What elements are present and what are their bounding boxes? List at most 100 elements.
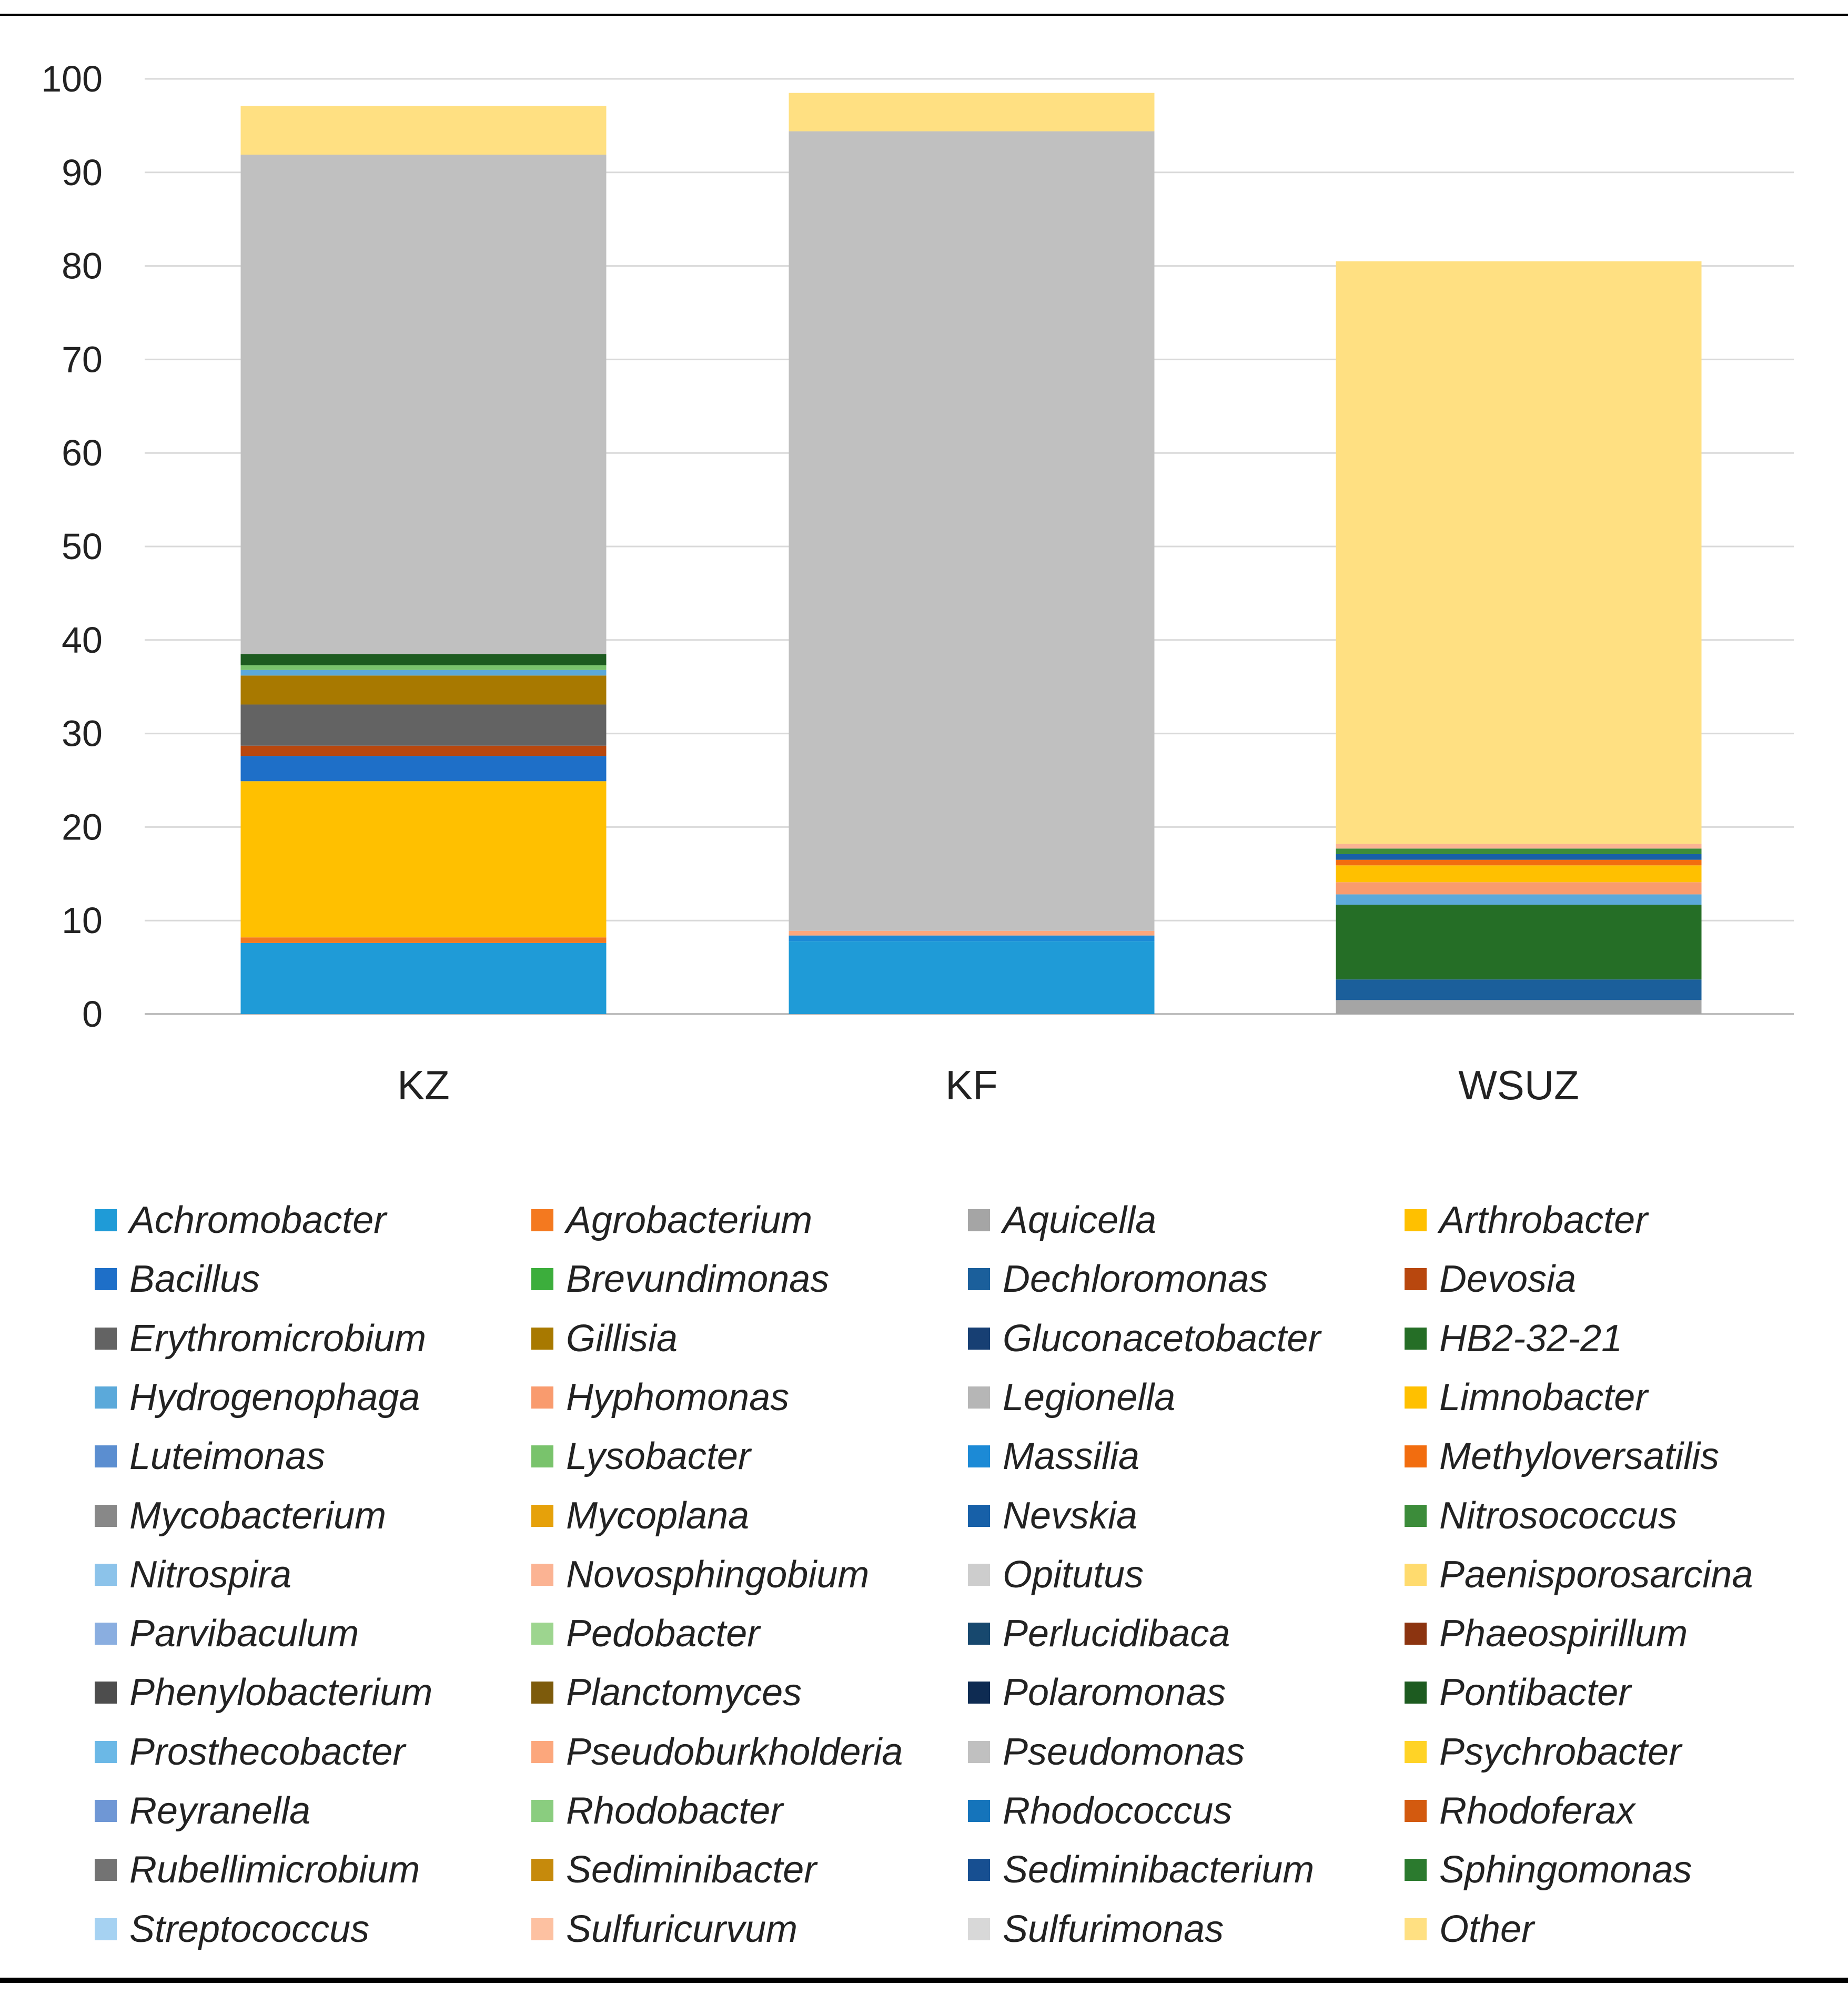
legend-label: Agrobacterium xyxy=(566,1199,813,1241)
legend-swatch xyxy=(531,1386,553,1409)
legend-item: Pseudoburkholderia xyxy=(531,1726,903,1778)
legend-item: Planctomyces xyxy=(531,1666,802,1719)
legend-label: Dechloromonas xyxy=(1003,1258,1268,1301)
legend-label: HB2-32-21 xyxy=(1439,1317,1623,1360)
bar-segment-WSUZ-Nitrosococcus xyxy=(1336,848,1702,854)
legend-swatch xyxy=(968,1504,990,1527)
legend-label: Planctomyces xyxy=(566,1672,802,1714)
legend-label: Sphingomonas xyxy=(1439,1849,1692,1891)
legend-label: Gluconacetobacter xyxy=(1003,1317,1321,1360)
y-tick-label: 60 xyxy=(62,432,103,473)
legend-item: Agrobacterium xyxy=(531,1194,812,1247)
legend-item: Mycobacterium xyxy=(95,1490,386,1542)
legend-swatch xyxy=(968,1740,990,1763)
legend-label: Polaromonas xyxy=(1003,1672,1226,1714)
bar-segment-WSUZ-Dechloromonas xyxy=(1336,979,1702,1000)
y-tick-label: 10 xyxy=(62,900,103,941)
legend-label: Nitrosococcus xyxy=(1439,1494,1678,1537)
bar-segment-KF-Other xyxy=(789,93,1155,131)
bar-segment-KZ-Bacillus xyxy=(240,756,607,782)
bar-segment-KZ-Hydrogenophaga xyxy=(240,670,607,676)
legend-label: Phaeospirillum xyxy=(1439,1613,1688,1655)
bar-segment-KZ-Achromobacter xyxy=(240,943,607,1014)
bar-segment-KZ-Devosia xyxy=(240,745,607,756)
legend-swatch xyxy=(1405,1918,1427,1940)
legend-swatch xyxy=(95,1268,117,1291)
legend-swatch xyxy=(95,1563,117,1586)
legend-label: Rhodoferax xyxy=(1439,1790,1635,1832)
legend-swatch xyxy=(95,1209,117,1231)
legend-swatch xyxy=(531,1918,553,1940)
legend-item: Rhodoferax xyxy=(1405,1785,1635,1837)
legend-item: Other xyxy=(1405,1903,1534,1956)
legend-swatch xyxy=(968,1859,990,1881)
y-tick-label: 0 xyxy=(82,994,103,1035)
bar-segment-KZ-Other xyxy=(240,106,607,155)
legend-label: Arthrobacter xyxy=(1439,1199,1648,1241)
bar-segment-KZ-Erythromicrobium xyxy=(240,704,607,746)
legend-label: Gillisia xyxy=(566,1317,678,1360)
bar-segment-KZ-Arthrobacter xyxy=(240,781,607,938)
legend-swatch xyxy=(968,1623,990,1645)
legend-label: Achromobacter xyxy=(129,1199,387,1241)
legend-item: Devosia xyxy=(1405,1253,1576,1305)
legend-label: Devosia xyxy=(1439,1258,1577,1301)
legend-item: Rhodococcus xyxy=(968,1785,1232,1837)
legend-item: Sediminibacter xyxy=(531,1844,816,1896)
legend-item: Nitrosococcus xyxy=(1405,1490,1677,1542)
legend-swatch xyxy=(531,1327,553,1350)
legend-label: Rhodobacter xyxy=(566,1790,783,1832)
legend-swatch xyxy=(95,1859,117,1881)
legend-label: Sulfurimonas xyxy=(1003,1908,1224,1950)
legend-label: Other xyxy=(1439,1908,1534,1950)
legend-swatch xyxy=(95,1682,117,1704)
legend-item: Hyphomonas xyxy=(531,1371,789,1424)
legend-swatch xyxy=(531,1623,553,1645)
y-tick-label: 80 xyxy=(62,246,103,287)
legend-swatch xyxy=(531,1563,553,1586)
y-axis-ticks: 0 10 20 30 40 50 60 70 80 90 100 xyxy=(41,58,103,1035)
legend-label: Rhodococcus xyxy=(1003,1790,1233,1832)
legend-label: Pseudomonas xyxy=(1003,1730,1245,1773)
bars xyxy=(240,93,1702,1014)
bar-segment-WSUZ-Methyloversatilis xyxy=(1336,859,1702,866)
legend-label: Sediminibacter xyxy=(566,1849,817,1891)
legend-label: Nevskia xyxy=(1003,1494,1138,1537)
y-tick-label: 40 xyxy=(62,620,103,661)
legend-item: Gluconacetobacter xyxy=(968,1312,1320,1365)
legend-label: Lysobacter xyxy=(566,1435,751,1478)
x-category-label: WSUZ xyxy=(1458,1062,1579,1108)
legend-swatch xyxy=(95,1445,117,1468)
bar-segment-WSUZ-Limnobacter xyxy=(1336,865,1702,883)
legend-item: Sphingomonas xyxy=(1405,1844,1692,1896)
legend-swatch xyxy=(1405,1445,1427,1468)
legend-label: Perlucidibaca xyxy=(1003,1613,1230,1655)
legend-label: Brevundimonas xyxy=(566,1258,830,1301)
legend-item: Sediminibacterium xyxy=(968,1844,1314,1896)
legend-item: Luteimonas xyxy=(95,1430,325,1483)
legend-swatch xyxy=(531,1859,553,1881)
legend-label: Massilia xyxy=(1003,1435,1140,1478)
legend-item: Opitutus xyxy=(968,1548,1144,1601)
top-rule xyxy=(0,14,1848,16)
legend-item: Reyranella xyxy=(95,1785,310,1837)
legend-swatch xyxy=(1405,1859,1427,1881)
legend-swatch xyxy=(531,1268,553,1291)
legend-label: Nitrospira xyxy=(129,1553,292,1596)
legend-swatch xyxy=(531,1682,553,1704)
bar-segment-WSUZ-Aquicella xyxy=(1336,1000,1702,1014)
bar-segment-WSUZ-Nevskia xyxy=(1336,854,1702,860)
legend-item: Paenisporosarcina xyxy=(1405,1548,1753,1601)
legend-item: Rubellimicrobium xyxy=(95,1844,420,1896)
bar-segment-KZ-Agrobacterium xyxy=(240,937,607,943)
legend-swatch xyxy=(95,1918,117,1940)
legend-item: HB2-32-21 xyxy=(1405,1312,1622,1365)
legend-item: Sulfuricurvum xyxy=(531,1903,797,1956)
legend-swatch xyxy=(95,1740,117,1763)
legend-swatch xyxy=(531,1209,553,1231)
legend-item: Hydrogenophaga xyxy=(95,1371,420,1424)
legend-label: Legionella xyxy=(1003,1376,1176,1419)
legend-swatch xyxy=(1405,1327,1427,1350)
legend-swatch xyxy=(968,1682,990,1704)
legend-item: Nitrospira xyxy=(95,1548,291,1601)
